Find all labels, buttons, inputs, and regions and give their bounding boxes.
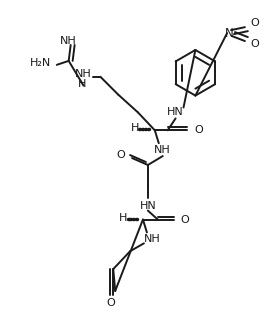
Text: NH: NH (75, 69, 92, 79)
Text: O: O (116, 150, 125, 160)
Text: O: O (180, 215, 189, 225)
Text: N: N (225, 27, 233, 40)
Text: HN: HN (167, 108, 184, 117)
Text: H: H (131, 123, 139, 133)
Text: O: O (251, 39, 260, 49)
Text: H: H (78, 79, 87, 89)
Text: NH: NH (60, 36, 77, 46)
Text: O: O (106, 298, 115, 308)
Text: NH: NH (154, 145, 171, 155)
Text: O: O (194, 125, 203, 135)
Text: HN: HN (140, 201, 156, 211)
Text: H₂N: H₂N (30, 58, 52, 68)
Text: O: O (251, 18, 260, 28)
Text: H: H (119, 213, 127, 222)
Text: NH: NH (144, 235, 160, 244)
